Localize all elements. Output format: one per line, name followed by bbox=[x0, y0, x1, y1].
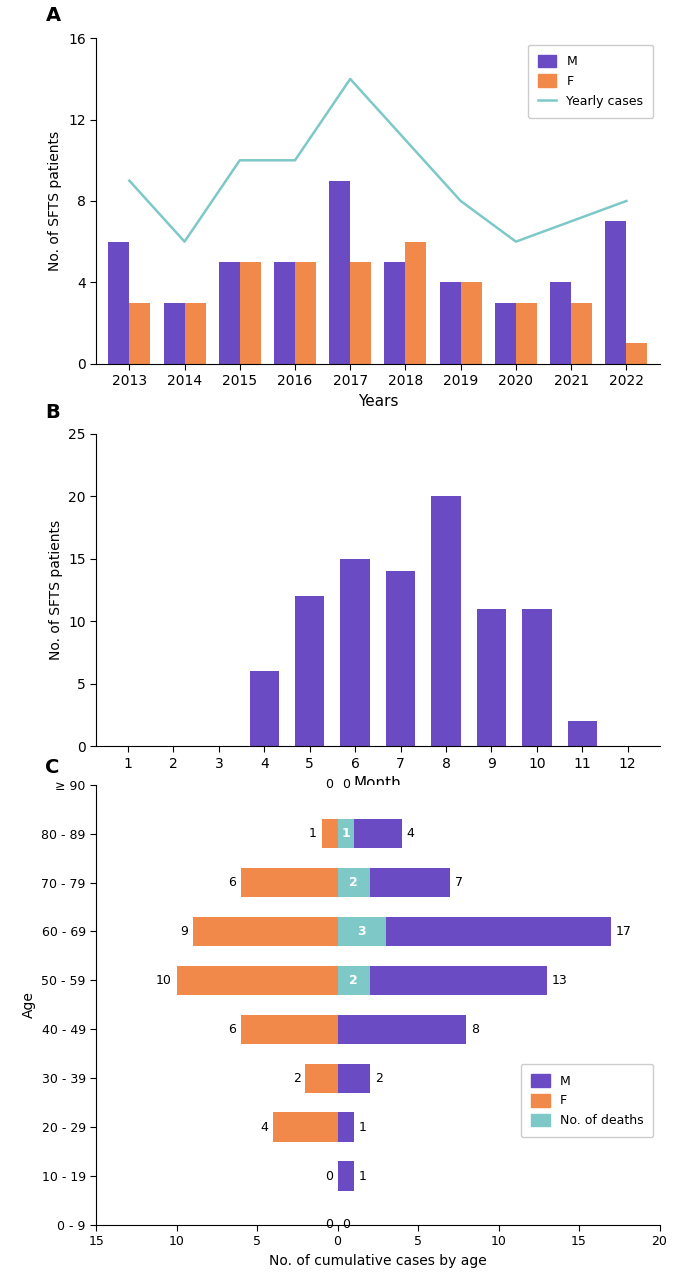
Bar bbox=[177, 966, 337, 995]
Bar bbox=[337, 819, 354, 849]
Text: 0: 0 bbox=[325, 778, 333, 791]
X-axis label: No. of cumulative cases by age: No. of cumulative cases by age bbox=[269, 1254, 486, 1268]
Bar bbox=[129, 302, 150, 364]
Bar bbox=[295, 596, 324, 746]
Bar bbox=[340, 559, 370, 746]
Text: 0: 0 bbox=[325, 1170, 333, 1183]
Text: 2: 2 bbox=[349, 877, 358, 889]
Bar bbox=[337, 868, 370, 897]
Text: 0: 0 bbox=[342, 778, 350, 791]
Bar bbox=[405, 241, 427, 364]
Text: 1: 1 bbox=[359, 1170, 366, 1183]
Bar bbox=[550, 282, 571, 364]
Y-axis label: Age: Age bbox=[22, 991, 36, 1018]
Text: 4: 4 bbox=[407, 827, 415, 840]
Text: C: C bbox=[45, 758, 60, 777]
Text: 9: 9 bbox=[180, 925, 188, 938]
Bar bbox=[522, 609, 552, 746]
Text: B: B bbox=[45, 403, 60, 421]
Bar bbox=[164, 302, 185, 364]
Text: 3: 3 bbox=[357, 925, 366, 938]
Text: 0: 0 bbox=[325, 1219, 333, 1231]
Legend: M, F, No. of deaths: M, F, No. of deaths bbox=[521, 1064, 653, 1137]
Bar bbox=[274, 262, 295, 364]
Text: 7: 7 bbox=[455, 877, 463, 889]
Bar bbox=[273, 1113, 337, 1142]
Bar bbox=[440, 282, 461, 364]
Bar bbox=[567, 721, 597, 746]
Bar bbox=[337, 1161, 354, 1191]
Y-axis label: No. of SFTS patients: No. of SFTS patients bbox=[49, 521, 63, 660]
Bar bbox=[218, 262, 240, 364]
Bar bbox=[571, 302, 592, 364]
Bar bbox=[322, 819, 337, 849]
Text: 1: 1 bbox=[341, 827, 350, 840]
Bar bbox=[185, 302, 205, 364]
Text: 2: 2 bbox=[293, 1072, 301, 1085]
Bar bbox=[337, 868, 450, 897]
Bar bbox=[109, 241, 129, 364]
Text: 2: 2 bbox=[349, 974, 358, 986]
Bar bbox=[295, 262, 316, 364]
Bar bbox=[241, 868, 337, 897]
Bar bbox=[605, 221, 627, 364]
Bar bbox=[627, 343, 647, 364]
Bar bbox=[516, 302, 537, 364]
X-axis label: Years: Years bbox=[358, 393, 398, 408]
Text: 8: 8 bbox=[471, 1023, 480, 1036]
Text: 4: 4 bbox=[260, 1120, 269, 1133]
Bar bbox=[337, 1014, 466, 1044]
Bar bbox=[461, 282, 482, 364]
Text: 1: 1 bbox=[359, 1120, 366, 1133]
Bar bbox=[337, 966, 370, 995]
Text: 2: 2 bbox=[374, 1072, 383, 1085]
Y-axis label: No. of SFTS patients: No. of SFTS patients bbox=[49, 131, 63, 271]
Bar bbox=[431, 496, 461, 746]
Bar bbox=[385, 262, 405, 364]
Bar bbox=[306, 1064, 337, 1092]
Text: 6: 6 bbox=[228, 1023, 236, 1036]
Bar bbox=[495, 302, 516, 364]
Bar bbox=[337, 1064, 370, 1092]
Bar bbox=[337, 917, 611, 947]
Text: A: A bbox=[45, 6, 60, 24]
Bar bbox=[241, 1014, 337, 1044]
Bar bbox=[337, 917, 386, 947]
Text: 6: 6 bbox=[228, 877, 236, 889]
Bar bbox=[337, 966, 547, 995]
Bar bbox=[249, 671, 279, 746]
Bar bbox=[240, 262, 261, 364]
Text: 17: 17 bbox=[616, 925, 632, 938]
Bar bbox=[337, 1113, 354, 1142]
Text: 10: 10 bbox=[156, 974, 172, 986]
Text: 13: 13 bbox=[552, 974, 567, 986]
Bar bbox=[329, 181, 350, 364]
Text: 1: 1 bbox=[309, 827, 317, 840]
X-axis label: Month: Month bbox=[354, 776, 402, 791]
Bar bbox=[337, 819, 402, 849]
Legend: M, F, Yearly cases: M, F, Yearly cases bbox=[528, 45, 653, 117]
Bar bbox=[350, 262, 371, 364]
Text: 0: 0 bbox=[342, 1219, 350, 1231]
Bar bbox=[386, 572, 416, 746]
Bar bbox=[477, 609, 506, 746]
Bar bbox=[193, 917, 337, 947]
